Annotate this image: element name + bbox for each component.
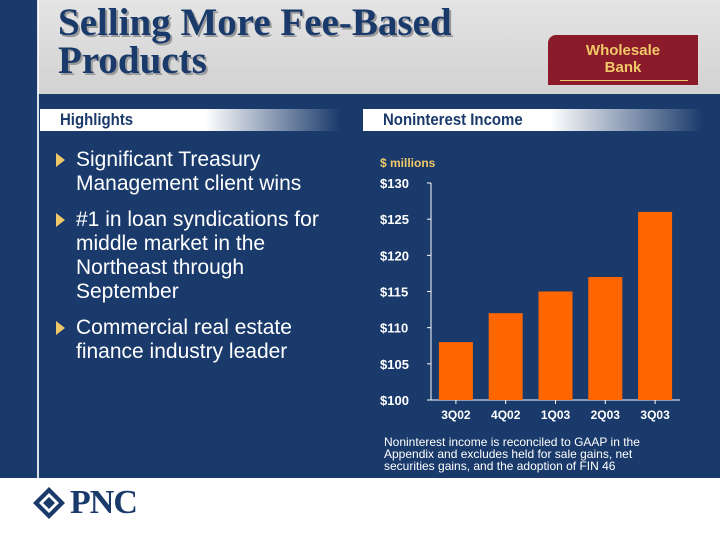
bullet-triangle-icon — [56, 321, 65, 335]
x-tick-label: 2Q03 — [591, 408, 621, 422]
y-tick-label: $120 — [380, 248, 409, 263]
chart-heading: Noninterest Income — [383, 110, 523, 129]
x-tick-label: 3Q03 — [640, 408, 670, 422]
footnote: Noninterest income is reconciled to GAAP… — [384, 435, 640, 473]
footer-band — [0, 478, 720, 540]
bar — [588, 277, 623, 400]
title-line-1: Selling More Fee-Based — [58, 1, 452, 44]
badge-underline — [560, 80, 688, 81]
y-tick-label: $125 — [380, 212, 409, 227]
title-line-2: Products — [58, 39, 207, 82]
y-axis-label: $ millions — [380, 156, 436, 170]
pnc-logo-icon — [33, 487, 65, 519]
bar — [638, 211, 673, 400]
chart-header: Noninterest Income — [363, 109, 703, 131]
highlight-item: Commercial real estate finance industry … — [56, 316, 346, 364]
x-tick-label: 4Q02 — [491, 408, 521, 422]
logo-text: PNC — [70, 484, 138, 521]
bullet-triangle-icon — [56, 153, 65, 167]
bar — [538, 291, 573, 400]
y-tick-label: $105 — [380, 357, 409, 372]
bar — [488, 313, 523, 400]
noninterest-income-chart: $ millions $100 $105 $110 $115 $120 $125 $130 3Q… — [380, 156, 680, 422]
badge-line-2: Bank — [604, 59, 642, 76]
highlights-header: Highlights — [40, 109, 340, 131]
left-divider — [37, 0, 39, 540]
bullet-triangle-icon — [56, 213, 65, 227]
y-tick-label: $115 — [380, 285, 408, 300]
badge-line-1: Wholesale — [585, 42, 661, 59]
left-stripe — [0, 0, 38, 540]
wholesale-bank-badge: Wholesale Bank — [548, 35, 698, 85]
page-title: Selling More Fee-Based Products — [58, 1, 452, 82]
y-tick-label: $110 — [380, 321, 408, 336]
bar — [438, 342, 473, 400]
y-tick-label: $130 — [380, 176, 409, 191]
y-tick-label: $100 — [380, 393, 409, 408]
x-tick-label: 3Q02 — [441, 408, 471, 422]
highlights-heading: Highlights — [60, 110, 134, 129]
highlight-item: #1 in loan syndications for middle marke… — [56, 208, 346, 304]
highlight-text: Significant Treasury Management client w… — [76, 148, 302, 195]
highlight-text: #1 in loan syndications for middle marke… — [76, 208, 319, 303]
highlight-text: Commercial real estate finance industry … — [76, 316, 292, 363]
x-tick-label: 1Q03 — [541, 408, 571, 422]
highlight-item: Significant Treasury Management client w… — [56, 148, 346, 196]
highlights-list: Significant Treasury Management client w… — [56, 148, 346, 376]
